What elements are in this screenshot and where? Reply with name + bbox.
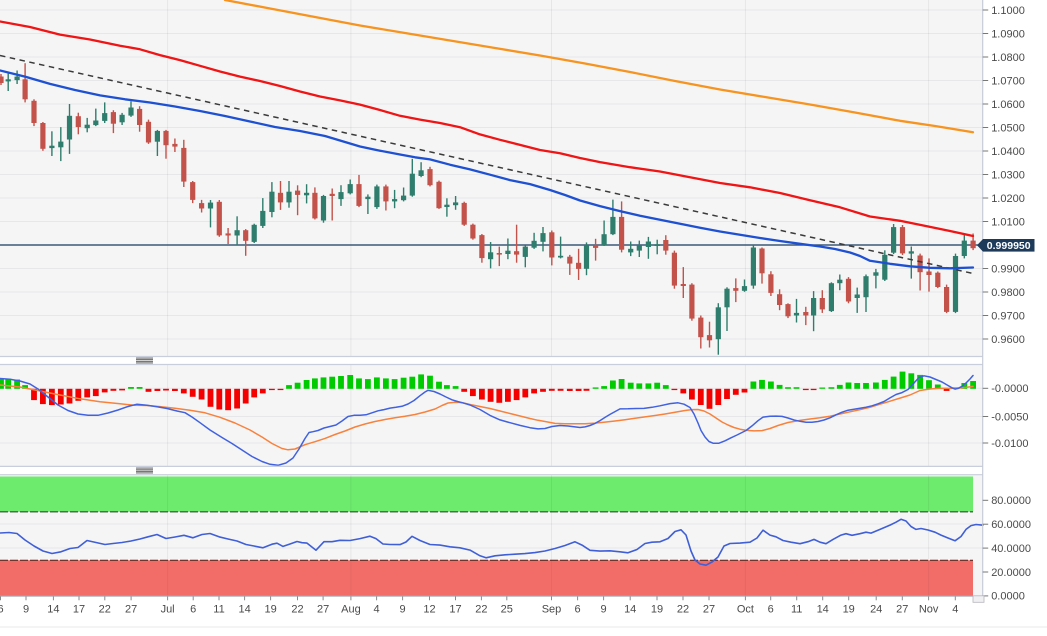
svg-text:Oct: Oct <box>737 604 754 616</box>
svg-text:14: 14 <box>47 604 59 616</box>
svg-text:22: 22 <box>99 604 111 616</box>
svg-text:9: 9 <box>400 604 406 616</box>
svg-text:1.0700: 1.0700 <box>991 75 1025 87</box>
svg-text:1.0200: 1.0200 <box>991 193 1025 205</box>
svg-text:17: 17 <box>449 604 461 616</box>
svg-text:19: 19 <box>651 604 663 616</box>
svg-text:-0.0050: -0.0050 <box>991 411 1028 423</box>
svg-text:1.0500: 1.0500 <box>991 122 1025 134</box>
svg-text:11: 11 <box>791 604 802 616</box>
svg-text:60.0000: 60.0000 <box>991 519 1031 531</box>
svg-text:6: 6 <box>575 604 581 616</box>
svg-text:6: 6 <box>190 604 196 616</box>
svg-text:24: 24 <box>870 604 882 616</box>
svg-text:6: 6 <box>768 604 774 616</box>
svg-text:40.0000: 40.0000 <box>991 543 1031 555</box>
svg-text:0.0000: 0.0000 <box>991 591 1025 603</box>
svg-text:19: 19 <box>843 604 855 616</box>
svg-text:17: 17 <box>73 604 85 616</box>
svg-text:80.0000: 80.0000 <box>991 495 1031 507</box>
svg-text:0.9700: 0.9700 <box>991 310 1025 322</box>
svg-text:0.9900: 0.9900 <box>991 263 1025 275</box>
svg-text:14: 14 <box>624 604 636 616</box>
svg-text:-0.0000: -0.0000 <box>991 383 1028 395</box>
svg-text:9: 9 <box>601 604 607 616</box>
svg-text:-0.0100: -0.0100 <box>991 438 1028 450</box>
svg-text:25: 25 <box>501 604 513 616</box>
svg-text:1.1000: 1.1000 <box>991 5 1025 17</box>
svg-text:27: 27 <box>896 604 908 616</box>
svg-text:1.0300: 1.0300 <box>991 169 1025 181</box>
svg-text:0.9800: 0.9800 <box>991 287 1025 299</box>
svg-text:0.999950: 0.999950 <box>987 240 1031 252</box>
svg-text:20.0000: 20.0000 <box>991 567 1031 579</box>
svg-text:1.0600: 1.0600 <box>991 99 1025 111</box>
svg-text:22: 22 <box>677 604 689 616</box>
svg-text:4: 4 <box>374 604 380 616</box>
svg-text:Aug: Aug <box>341 604 361 616</box>
svg-text:Sep: Sep <box>542 604 562 616</box>
svg-text:Nov: Nov <box>919 604 939 616</box>
svg-text:9: 9 <box>23 604 29 616</box>
svg-text:0.9600: 0.9600 <box>991 334 1025 346</box>
svg-text:1.0900: 1.0900 <box>991 28 1025 40</box>
svg-text:12: 12 <box>423 604 435 616</box>
svg-text:14: 14 <box>817 604 829 616</box>
svg-text:14: 14 <box>238 604 250 616</box>
svg-text:4: 4 <box>952 604 958 616</box>
svg-text:27: 27 <box>703 604 715 616</box>
svg-text:19: 19 <box>264 604 276 616</box>
svg-text:22: 22 <box>291 604 303 616</box>
svg-text:1.0100: 1.0100 <box>991 216 1025 228</box>
svg-text:1.0800: 1.0800 <box>991 52 1025 64</box>
svg-text:1.0400: 1.0400 <box>991 146 1025 158</box>
svg-text:6: 6 <box>0 604 4 616</box>
svg-text:27: 27 <box>317 604 329 616</box>
svg-text:27: 27 <box>125 604 137 616</box>
svg-text:Jul: Jul <box>161 604 175 616</box>
svg-text:22: 22 <box>475 604 487 616</box>
svg-text:11: 11 <box>213 604 224 616</box>
